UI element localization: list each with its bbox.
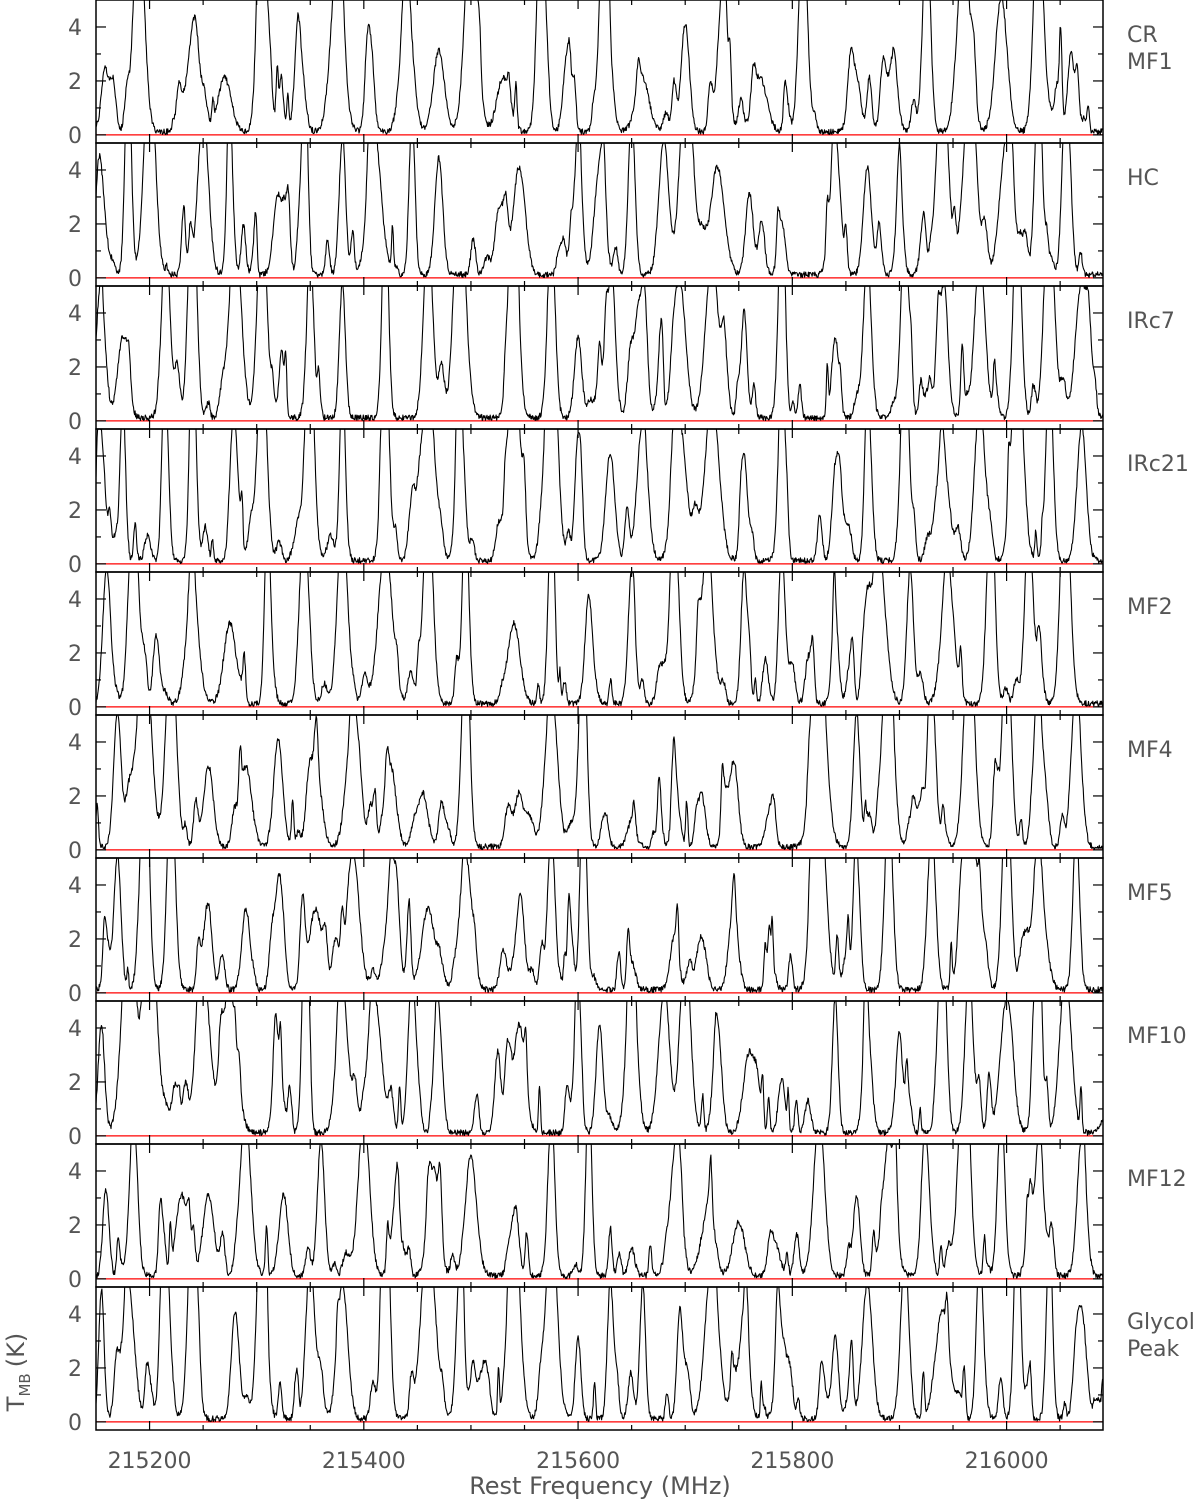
y-axis-title: TMB (K) [2,1333,34,1412]
y-tick-label: 2 [68,1357,82,1382]
spectrum-line [96,715,1103,851]
y-tick-label: 2 [68,70,82,95]
spectrum-line [96,858,1103,994]
y-tick-label: 4 [68,1303,82,1328]
spectrum-panel: 0 2 4 MF5 [68,857,1173,1007]
x-tick-label: 215400 [322,1449,406,1474]
panel-frame [95,1286,1104,1431]
panel-label: MF2 [1127,595,1173,620]
y-tick-label: 2 [68,1214,82,1239]
spectrum-line [96,143,1103,279]
panel-label: MF1 [1127,50,1173,75]
y-tick-label: 2 [68,499,82,524]
y-tick-label: 0 [68,124,82,149]
y-tick-label: 0 [68,982,82,1007]
spectrum-panel: 0 2 4 HC [68,142,1159,292]
y-tick-label: 2 [68,928,82,953]
y-tick-label: 0 [68,553,82,578]
spectrum-panel: 0 2 4 IRc7 [68,285,1175,435]
panel-frame [95,1143,1104,1288]
y-tick-label: 4 [68,588,82,613]
spectrum-line [96,286,1103,422]
y-tick-label: 4 [68,445,82,470]
y-tick-label: 2 [68,1071,82,1096]
y-axis-title-main: T [2,1396,30,1412]
x-axis: 215200 215400 215600 215800 216000 [108,1449,1049,1474]
y-tick-label: 0 [68,410,82,435]
x-tick-label: 215600 [536,1449,620,1474]
spectrum-line [96,1287,1103,1423]
panel-label: CR [1127,23,1158,48]
panel-frame [95,428,1104,573]
spectrum-line [96,1144,1103,1280]
y-axis-title-subscript: MB [16,1373,34,1396]
spectrum-panel: 0 2 4 IRc21 [68,428,1189,578]
y-tick-label: 0 [68,839,82,864]
y-tick-label: 4 [68,1017,82,1042]
y-tick-label: 0 [68,696,82,721]
y-tick-label: 0 [68,1411,82,1436]
y-tick-label: 2 [68,213,82,238]
panel-label: MF12 [1127,1167,1187,1192]
panel-label: IRc7 [1127,309,1175,334]
spectrum-panel: 0 2 4 MF4 [68,714,1173,864]
spectrum-panel: 0 2 4 MF2 [68,571,1173,721]
spectrum-panel: 0 2 4 MF12 [68,1143,1187,1293]
y-tick-label: 2 [68,785,82,810]
panel-frame [95,857,1104,1002]
spectrum-line [96,1001,1103,1137]
y-axis-title-unit: (K) [2,1333,30,1367]
panel-frame [95,0,1104,144]
panel-label: MF4 [1127,738,1173,763]
spectrum-line [96,572,1103,708]
panel-label: MF5 [1127,881,1173,906]
panel-label: Peak [1127,1337,1179,1362]
panel-label: MF10 [1127,1024,1187,1049]
panel-frame [95,285,1104,430]
panel-label: HC [1127,166,1159,191]
y-tick-label: 4 [68,731,82,756]
y-tick-label: 4 [68,874,82,899]
spectrum-line [96,429,1103,565]
panel-label: Glycol [1127,1310,1195,1335]
x-tick-label: 215200 [108,1449,192,1474]
y-tick-label: 4 [68,159,82,184]
x-axis-title: Rest Frequency (MHz) [469,1472,731,1500]
x-tick-label: 216000 [965,1449,1049,1474]
spectrum-panel: 0 2 4 MF10 [68,1000,1187,1150]
x-tick-label: 215800 [750,1449,834,1474]
y-tick-label: 0 [68,267,82,292]
y-tick-label: 4 [68,16,82,41]
spectrum-line [96,0,1103,136]
y-tick-label: 4 [68,302,82,327]
y-tick-label: 2 [68,356,82,381]
y-tick-label: 4 [68,1160,82,1185]
y-tick-label: 0 [68,1268,82,1293]
y-tick-label: 0 [68,1125,82,1150]
y-tick-label: 2 [68,642,82,667]
panel-label: IRc21 [1127,452,1189,477]
